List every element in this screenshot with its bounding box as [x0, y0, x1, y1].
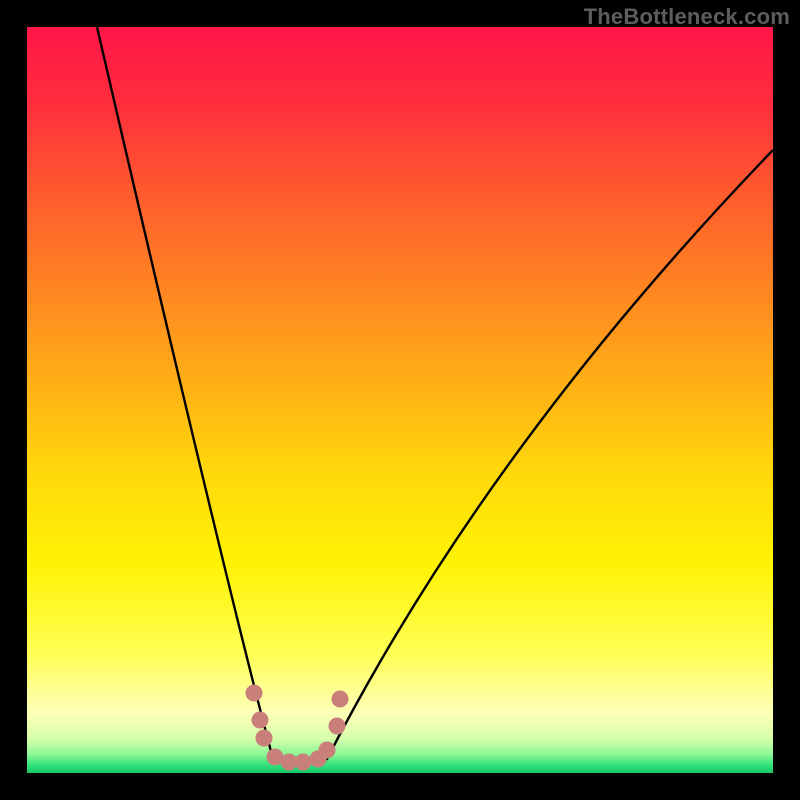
data-marker — [295, 754, 312, 771]
chart-frame: TheBottleneck.com — [0, 0, 800, 800]
data-marker — [332, 691, 349, 708]
data-marker — [246, 685, 263, 702]
data-marker — [319, 742, 336, 759]
data-marker — [252, 712, 269, 729]
heat-gradient-background — [27, 27, 773, 773]
data-marker — [256, 730, 273, 747]
bottleneck-curve-chart — [27, 27, 773, 773]
plot-area — [27, 27, 773, 773]
watermark-text: TheBottleneck.com — [584, 4, 790, 30]
data-marker — [329, 718, 346, 735]
